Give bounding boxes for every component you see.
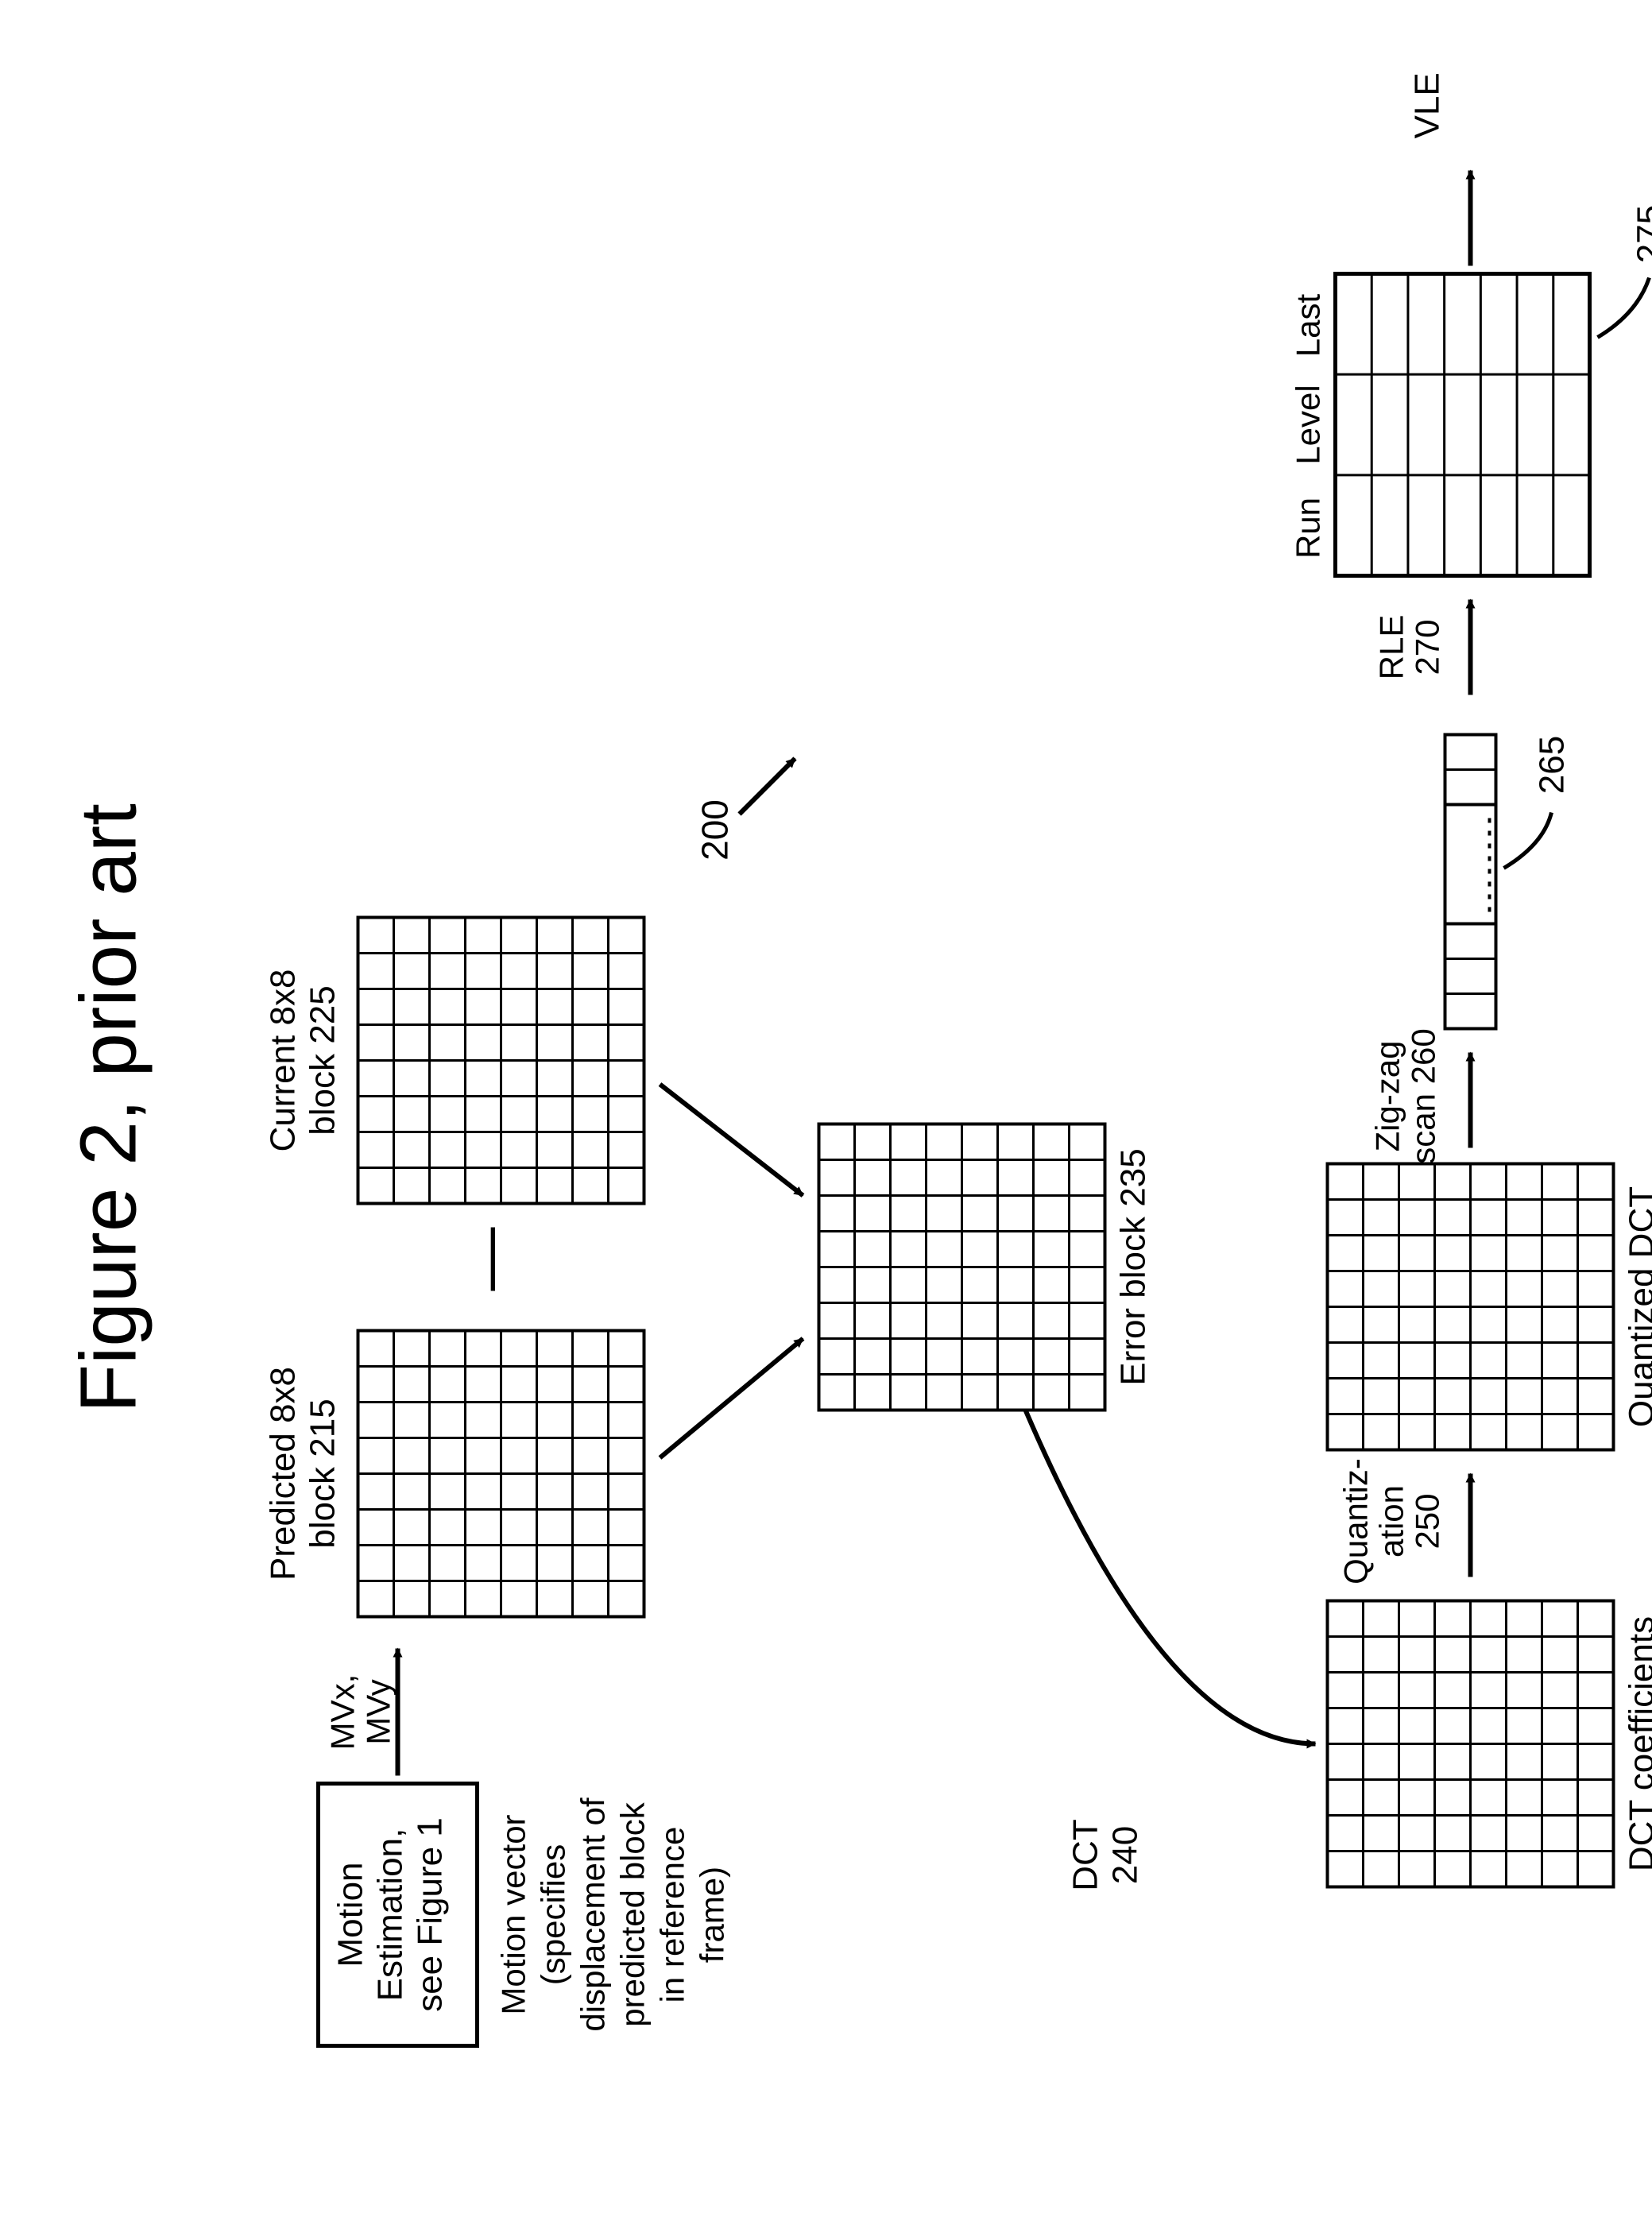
arrow-predicted-to-error	[660, 1339, 803, 1458]
quantized-dct-grid: Quantized DCT coefficients 255	[1327, 1164, 1652, 1450]
svg-text:displacement of: displacement of	[574, 1798, 611, 2032]
svg-text:Last: Last	[1289, 294, 1326, 358]
svg-text:predicted block: predicted block	[613, 1802, 651, 2027]
svg-text:Current 8x8: Current 8x8	[263, 969, 302, 1152]
svg-text:Run: Run	[1289, 497, 1326, 559]
rll-callout: 275	[1597, 205, 1652, 338]
svg-text:200: 200	[694, 800, 735, 861]
svg-text:MVy: MVy	[359, 1680, 397, 1745]
rle-arrow: RLE 270	[1372, 600, 1470, 695]
svg-text:270: 270	[1408, 620, 1445, 675]
svg-text:see Figure 1: see Figure 1	[410, 1818, 449, 2013]
svg-text:DCT coefficients: DCT coefficients	[1622, 1616, 1652, 1871]
svg-text:275: 275	[1630, 205, 1652, 263]
svg-text:250: 250	[1408, 1494, 1445, 1550]
dct-coeff-grid: DCT coefficients 245	[1327, 1601, 1652, 1887]
svg-text:frame): frame)	[693, 1867, 730, 1963]
predicted-grid: Predicted 8x8 block 215	[263, 1331, 644, 1617]
linear-array: 265	[1445, 735, 1571, 1029]
svg-text:Error block 235: Error block 235	[1113, 1149, 1152, 1386]
quantization-arrow: Quantiz- ation 250	[1337, 1459, 1470, 1585]
svg-text:Quantized DCT: Quantized DCT	[1622, 1186, 1652, 1427]
current-grid: Current 8x8 block 225	[263, 918, 644, 1204]
svg-text:Quantiz-: Quantiz-	[1337, 1459, 1374, 1585]
svg-text:Estimation,: Estimation,	[370, 1828, 409, 2002]
motion-estimation-box: Motion Estimation, see Figure 1	[318, 1784, 477, 2046]
figure-pointer: 200	[694, 759, 795, 861]
vle-arrow: VLE	[1407, 73, 1470, 266]
error-grid: Error block 235	[818, 1124, 1152, 1410]
dct-arrow: DCT 240	[1025, 1410, 1315, 1891]
svg-text:ation: ation	[1372, 1485, 1410, 1557]
arrow-current-to-error	[660, 1085, 803, 1196]
svg-text:block 225: block 225	[303, 986, 342, 1136]
figure-title: Figure 2, prior art	[64, 803, 153, 1413]
svg-text:Motion: Motion	[331, 1863, 369, 1968]
svg-text:Predicted 8x8: Predicted 8x8	[263, 1367, 302, 1581]
svg-text:Zig-zag: Zig-zag	[1368, 1041, 1406, 1152]
svg-text:Motion vector: Motion vector	[494, 1815, 532, 2015]
svg-text:265: 265	[1532, 736, 1571, 794]
svg-text:Level: Level	[1289, 385, 1326, 465]
motion-vector-caption: Motion vector (specifies displacement of…	[494, 1798, 730, 2032]
run-level-last-table: Run Level Last	[1289, 274, 1589, 576]
svg-text:VLE: VLE	[1407, 73, 1446, 139]
svg-text:240: 240	[1105, 1826, 1144, 1884]
svg-text:RLE: RLE	[1372, 615, 1410, 680]
mvx-label: MVx,	[323, 1674, 361, 1751]
figure-canvas: Figure 2, prior art Motion Estimation, s…	[0, 284, 1652, 1937]
svg-text:scan 260: scan 260	[1404, 1029, 1441, 1164]
svg-text:in reference: in reference	[653, 1827, 691, 2003]
svg-text:(specifies: (specifies	[534, 1844, 571, 1985]
svg-text:DCT: DCT	[1066, 1820, 1105, 1891]
svg-text:block 215: block 215	[303, 1399, 342, 1549]
arrow-me-to-predicted: MVx, MVy	[323, 1649, 397, 1776]
minus-sign: —	[451, 1228, 522, 1291]
zigzag-arrow: Zig-zag scan 260	[1368, 1029, 1470, 1164]
